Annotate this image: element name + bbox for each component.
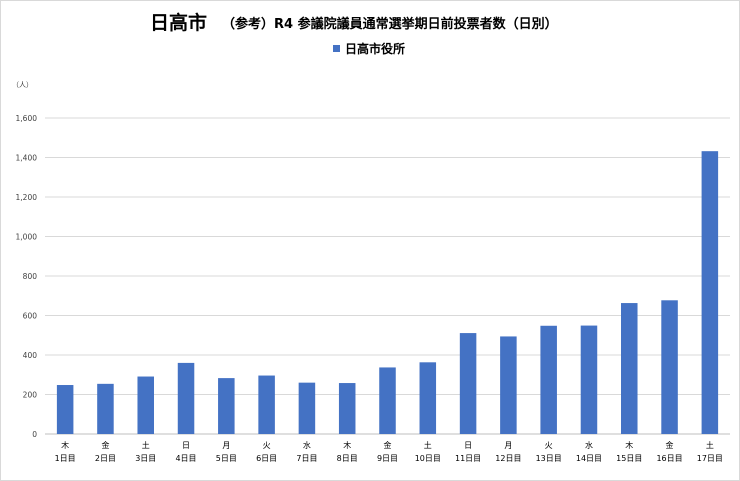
legend-label: 日高市役所 <box>345 42 406 56</box>
y-tick-label: 800 <box>23 272 38 281</box>
x-tick-label-day: 4日目 <box>175 454 196 463</box>
x-tick-label-weekday: 木 <box>625 440 633 450</box>
bar <box>218 378 235 434</box>
x-tick-label-day: 8日目 <box>337 454 358 463</box>
bar <box>701 151 719 434</box>
y-axis-unit-label: （人） <box>12 81 33 89</box>
x-tick-label-weekday: 日 <box>182 441 190 450</box>
x-tick-label-day: 17日目 <box>697 454 723 463</box>
x-tick-label-weekday: 金 <box>384 440 392 450</box>
y-tick-label: 600 <box>23 312 38 321</box>
x-tick-label-weekday: 月 <box>222 441 230 450</box>
x-tick-label-weekday: 日 <box>464 441 472 450</box>
x-tick-label-weekday: 火 <box>263 441 271 450</box>
y-tick-label: 1,200 <box>16 193 38 202</box>
x-tick-label-weekday: 火 <box>545 441 553 450</box>
bar <box>56 385 74 434</box>
x-tick-label-weekday: 金 <box>666 440 674 450</box>
x-tick-label-weekday: 土 <box>424 440 432 450</box>
x-tick-label-day: 15日目 <box>616 454 642 463</box>
legend-swatch <box>333 45 340 52</box>
y-tick-label: 400 <box>23 351 38 360</box>
bar <box>621 303 638 434</box>
x-tick-label-weekday: 土 <box>142 440 150 450</box>
x-tick-label-day: 6日目 <box>256 454 277 463</box>
bar <box>500 336 517 434</box>
y-tick-label: 1,400 <box>16 154 38 163</box>
y-tick-label: 1,000 <box>16 233 38 242</box>
x-tick-label-day: 7日目 <box>296 454 317 463</box>
x-tick-label-day: 16日目 <box>656 454 682 463</box>
x-tick-label-day: 13日目 <box>536 454 562 463</box>
x-tick-label-day: 10日目 <box>415 454 441 463</box>
x-tick-label-day: 11日目 <box>455 454 481 463</box>
bar <box>459 333 477 434</box>
x-tick-label-weekday: 木 <box>343 440 351 450</box>
x-tick-label-weekday: 金 <box>101 440 109 450</box>
x-tick-label-day: 3日目 <box>135 454 156 463</box>
bar <box>298 382 316 434</box>
x-tick-label-weekday: 水 <box>585 440 593 450</box>
x-tick-label-day: 2日目 <box>95 454 116 463</box>
bar <box>177 362 195 434</box>
y-tick-label: 0 <box>32 430 37 439</box>
bar <box>97 383 114 434</box>
x-tick-label-day: 9日目 <box>377 454 398 463</box>
x-tick-label-day: 14日目 <box>576 454 602 463</box>
x-tick-label-day: 1日目 <box>55 454 76 463</box>
bar <box>137 376 154 434</box>
bar <box>540 325 557 434</box>
bar <box>338 383 356 434</box>
chart-title-main: 日高市 <box>150 12 208 34</box>
x-tick-label-day: 5日目 <box>216 454 237 463</box>
bar <box>661 300 678 434</box>
y-tick-label: 1,600 <box>16 114 38 123</box>
x-tick-label-weekday: 月 <box>504 441 512 450</box>
x-tick-label-weekday: 木 <box>61 440 69 450</box>
bar <box>379 367 396 434</box>
bar <box>580 325 598 434</box>
x-tick-label-weekday: 土 <box>706 440 714 450</box>
bar <box>419 362 437 434</box>
x-tick-label-weekday: 水 <box>303 440 311 450</box>
bar <box>258 375 275 434</box>
chart-title-sub: （参考）R4 参議院議員通常選挙期日前投票者数（日別） <box>222 17 558 32</box>
chart-legend: 日高市役所 <box>333 40 405 57</box>
chart-title: 日高市 （参考）R4 参議院議員通常選挙期日前投票者数（日別） <box>0 8 740 36</box>
y-tick-label: 200 <box>23 391 38 400</box>
x-tick-label-day: 12日目 <box>495 454 521 463</box>
